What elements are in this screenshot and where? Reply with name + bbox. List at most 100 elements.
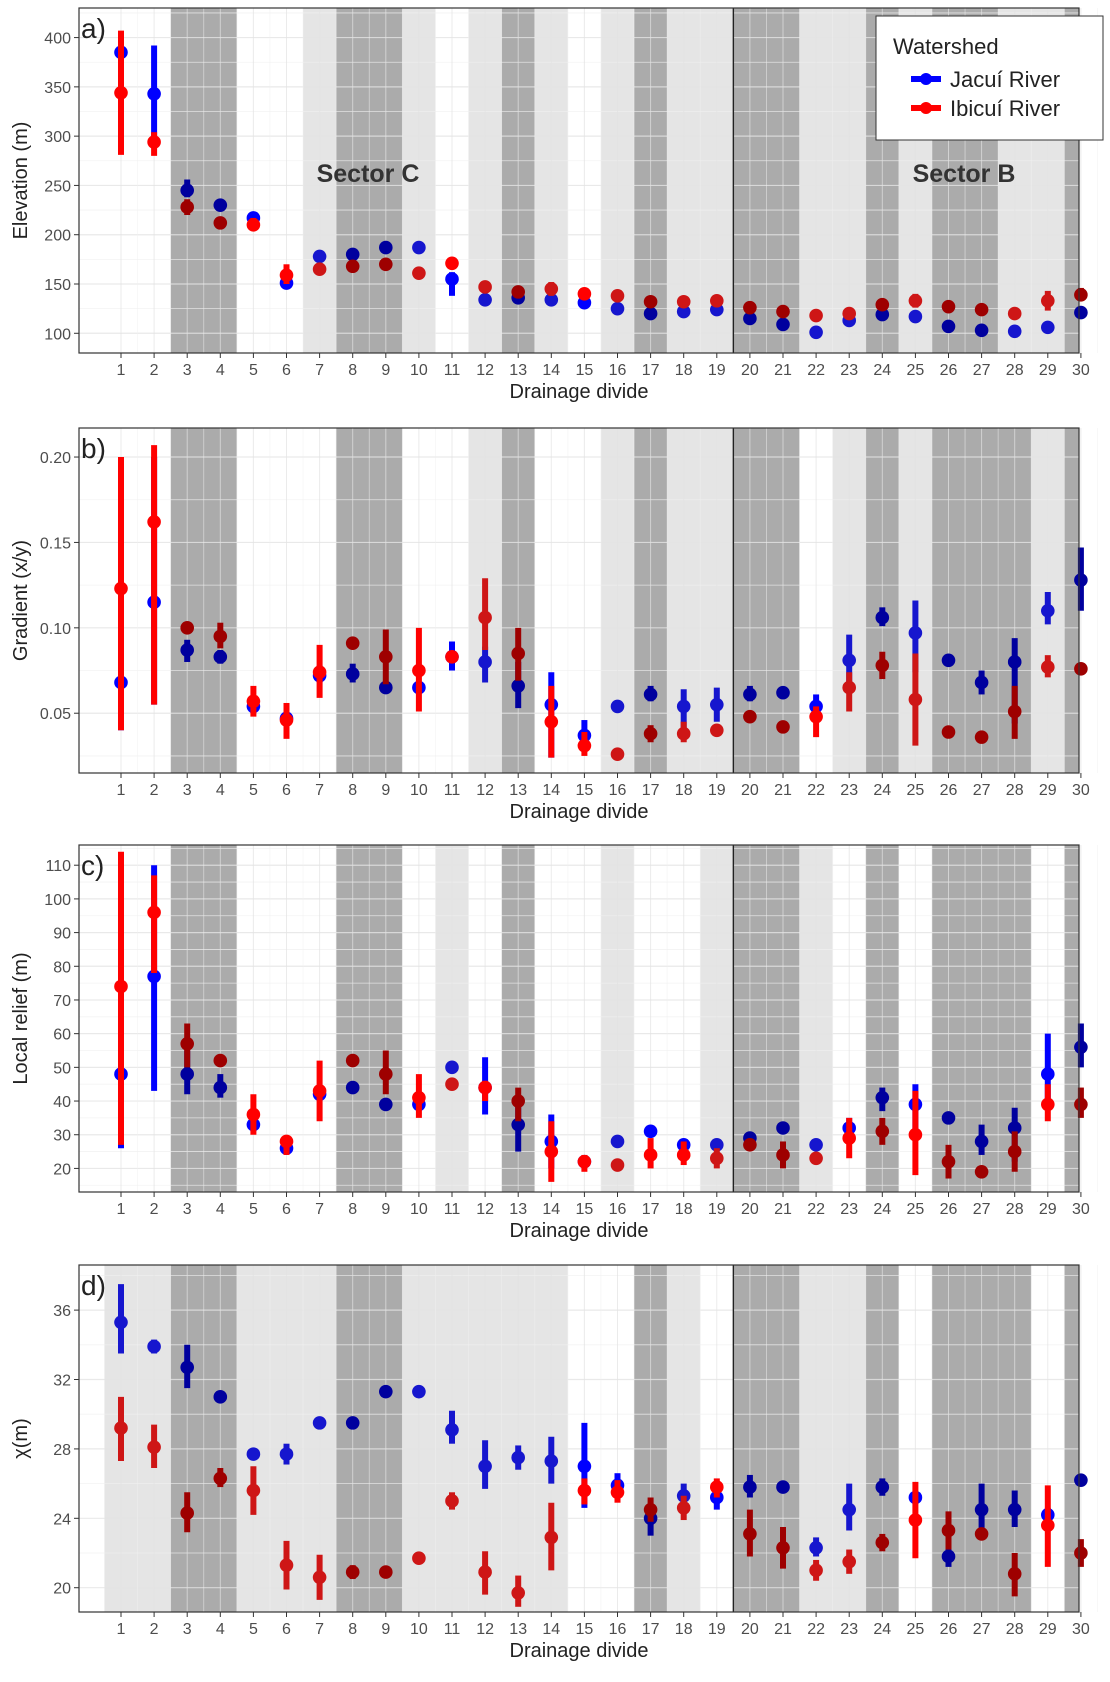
x-tick-label: 21 [774,782,792,799]
x-tick-label: 4 [216,1621,225,1638]
data-point [147,1339,161,1354]
data-point [213,1053,228,1068]
sector-label: Sector B [913,160,1016,188]
data-point [743,1527,757,1541]
data-point [345,636,360,650]
x-tick-label: 15 [576,1621,594,1638]
x-tick-label: 18 [675,362,693,379]
data-point [1041,1067,1055,1081]
data-point [1074,1040,1088,1054]
data-point [445,1494,459,1508]
data-point [279,268,294,282]
x-tick-label: 20 [741,782,759,799]
y-tick-label: 350 [44,80,71,97]
data-point [1074,1546,1088,1560]
data-point [345,1053,360,1068]
x-tick-label: 10 [410,1621,428,1638]
data-point [379,1097,393,1112]
y-tick-label: 20 [53,1161,71,1178]
data-point [312,1570,327,1585]
data-point [180,1067,194,1081]
x-tick-label: 27 [973,1621,991,1638]
y-tick-label: 32 [53,1373,71,1390]
x-tick-label: 22 [807,1621,825,1638]
data-point [445,256,459,271]
data-point [1007,324,1022,339]
x-tick-label: 1 [117,1201,126,1218]
data-point [445,272,459,286]
x-tick-label: 20 [741,1201,759,1218]
x-tick-label: 3 [183,782,192,799]
data-point [842,1502,856,1517]
data-point [478,1080,492,1095]
data-point [511,1094,525,1108]
data-point [643,1148,658,1162]
y-tick-label: 250 [44,178,71,195]
panel-label: b) [81,433,106,464]
data-point [511,1117,525,1132]
data-point [511,285,525,299]
data-point [1007,306,1022,321]
plot-border [78,844,1080,1193]
data-point [544,282,559,296]
x-tick-label: 16 [609,362,627,379]
data-point [246,694,261,709]
data-point [1074,1097,1088,1112]
x-tick-label: 3 [183,362,192,379]
data-point [974,1527,989,1541]
x-tick-label: 13 [509,1621,527,1638]
x-tick-label: 22 [807,1201,825,1218]
data-point [676,726,691,741]
data-point [1007,1121,1022,1135]
x-tick-label: 24 [873,1621,891,1638]
data-point [412,266,426,280]
data-point [941,1549,956,1564]
data-point [710,723,724,738]
data-point [445,1423,459,1437]
data-point [511,679,525,693]
data-point [213,650,228,664]
x-tick-label: 14 [542,1621,560,1638]
y-tick-label: 0.20 [40,450,71,467]
x-tick-label: 28 [1006,782,1024,799]
series-ibicui [114,30,1088,323]
data-point [974,675,989,690]
y-tick-label: 400 [44,31,71,48]
data-point [676,294,691,309]
series-ibicui [114,1396,1088,1607]
data-point [1074,1473,1088,1487]
data-point [643,1502,658,1517]
data-point [180,1506,194,1520]
data-point [908,1513,923,1527]
x-tick-label: 15 [576,1201,594,1218]
data-point [1041,320,1055,335]
data-point [412,1551,426,1566]
x-tick-label: 13 [509,782,527,799]
y-tick-label: 20 [53,1581,71,1598]
data-point [875,1480,890,1494]
shade-band-dark [1064,428,1079,773]
data-point [180,200,194,214]
data-point [676,699,691,714]
x-tick-label: 24 [873,782,891,799]
data-point [643,1124,658,1139]
legend-title: Watershed [893,34,999,59]
x-tick-label: 21 [774,1201,792,1218]
y-tick-label: 0.10 [40,621,71,638]
x-tick-label: 25 [907,362,925,379]
data-point [875,1535,890,1550]
data-point [213,629,228,644]
data-point [213,1080,228,1095]
x-tick-label: 4 [216,782,225,799]
x-tick-label: 5 [249,782,258,799]
x-tick-label: 6 [282,1621,291,1638]
data-point [710,1138,724,1152]
data-point [875,1090,890,1105]
x-tick-label: 4 [216,1201,225,1218]
data-point [743,311,757,326]
x-tick-label: 19 [708,1621,726,1638]
data-point [776,1541,790,1555]
x-tick-label: 16 [609,1201,627,1218]
y-axis-title: χ(m) [10,1418,32,1458]
